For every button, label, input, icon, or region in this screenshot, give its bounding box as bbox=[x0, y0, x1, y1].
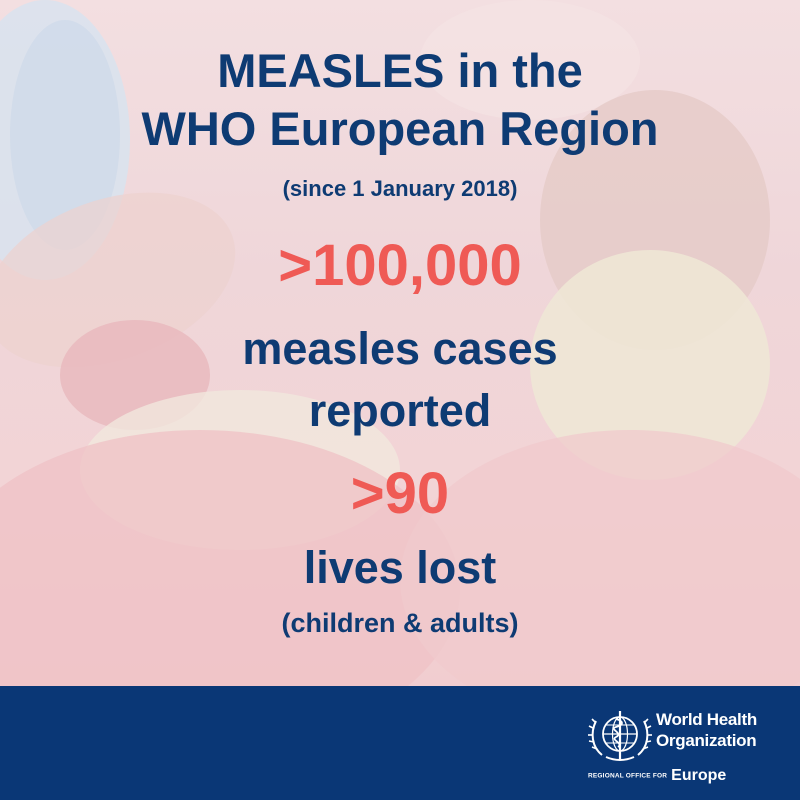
deaths-label: lives lost bbox=[303, 542, 497, 593]
footer-bar bbox=[0, 686, 800, 800]
who-emblem-icon bbox=[588, 711, 652, 761]
regional-office-label: REGIONAL OFFICE FOR bbox=[588, 772, 668, 780]
org-name: World Health Organization bbox=[656, 709, 796, 751]
org-name-line1: World Health bbox=[656, 710, 757, 729]
headline-line1: MEASLES in the bbox=[217, 44, 583, 97]
regional-office: REGIONAL OFFICE FOR Europe bbox=[588, 767, 726, 785]
deaths-note: (children & adults) bbox=[281, 608, 519, 638]
cases-label: measles cases reported bbox=[0, 318, 800, 442]
cases-stat: >100,000 bbox=[278, 233, 522, 298]
org-name-line2: Organization bbox=[656, 731, 757, 750]
headline-line2: WHO European Region bbox=[141, 102, 659, 155]
cases-label-line2: reported bbox=[308, 385, 492, 436]
background-photo bbox=[0, 0, 800, 686]
photo-region bbox=[420, 0, 640, 120]
region-name: Europe bbox=[671, 767, 727, 784]
subtitle: (since 1 January 2018) bbox=[282, 176, 518, 201]
who-europe-logo: World Health Organization REGIONAL OFFIC… bbox=[588, 703, 793, 787]
cases-label-line1: measles cases bbox=[242, 323, 558, 374]
deaths-stat: >90 bbox=[350, 461, 450, 526]
headline: MEASLES in the WHO European Region bbox=[0, 42, 800, 158]
